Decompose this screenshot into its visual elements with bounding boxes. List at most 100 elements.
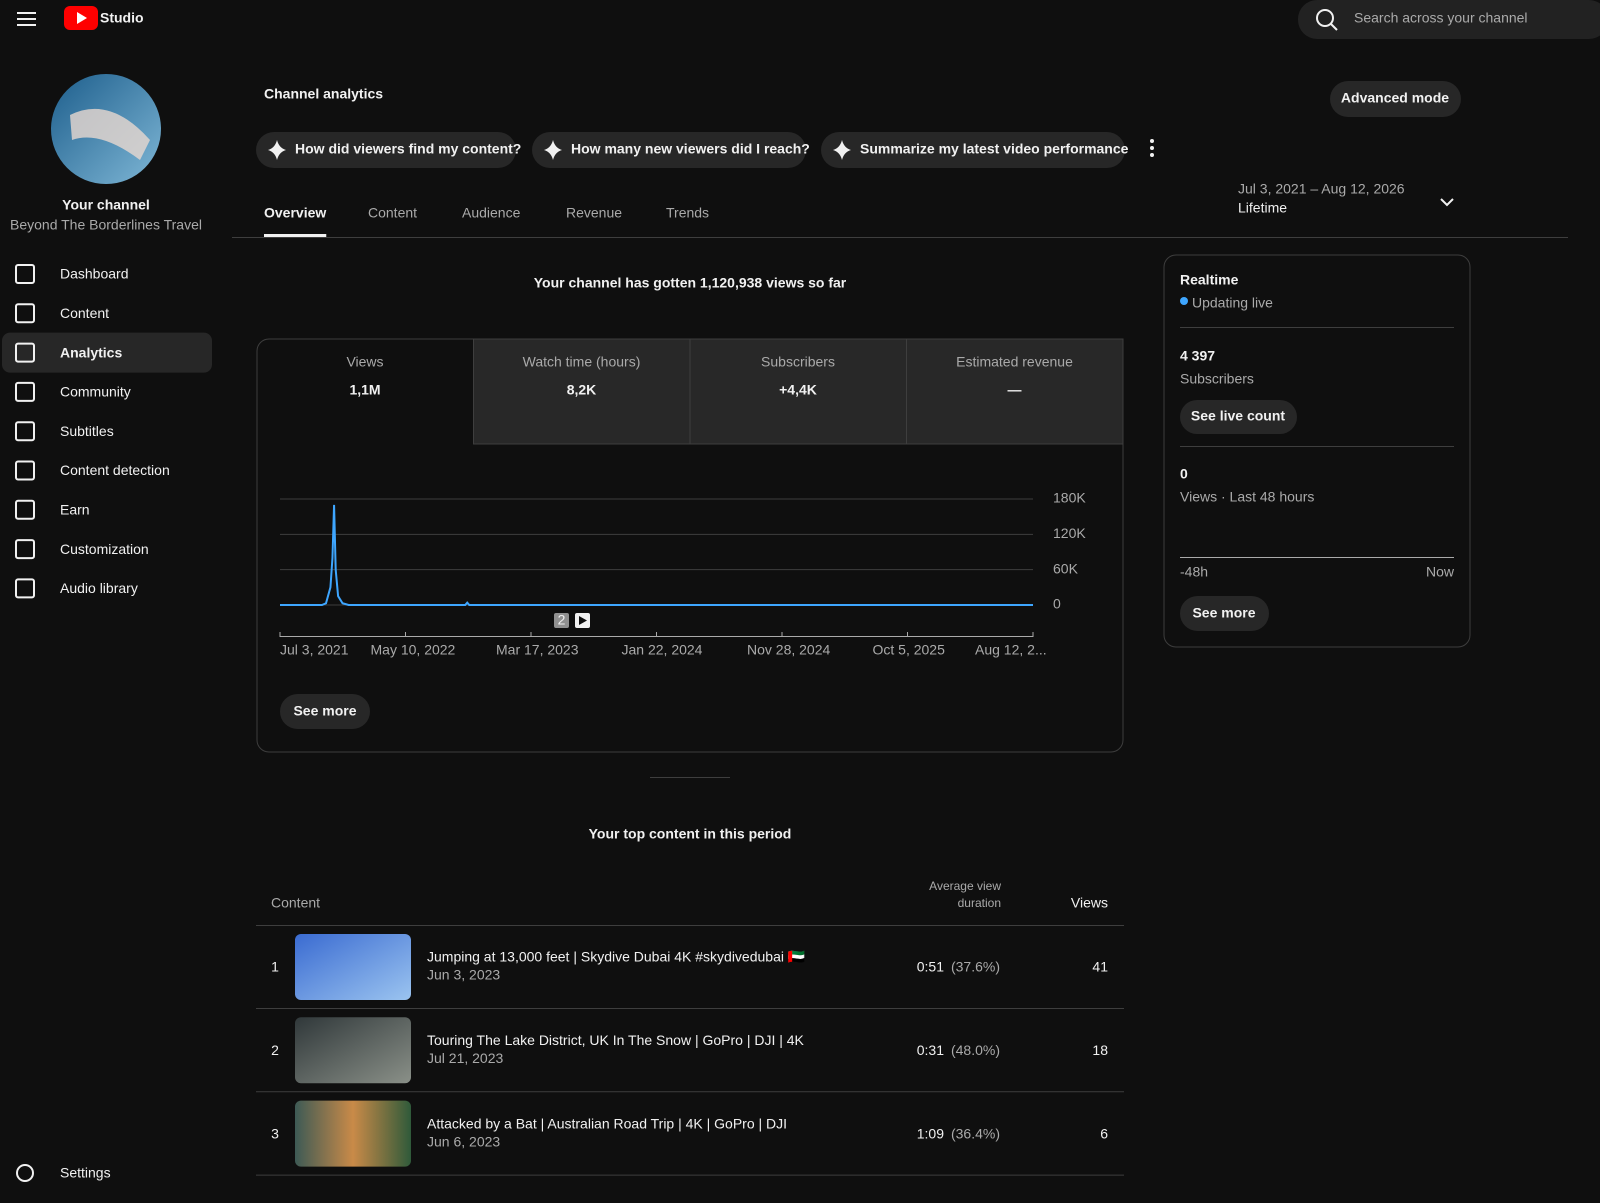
realtime-see-more-button[interactable]: See more [1180,596,1269,631]
more-button[interactable] [1150,139,1154,157]
video-date: Jul 21, 2023 [427,1050,503,1066]
x-tick-label: Aug 12, 2... [975,642,1047,658]
date-range: Jul 3, 2021 – Aug 12, 2026 [1238,181,1405,197]
realtime-axis-label: Now [1426,564,1455,580]
metric-label: Views [346,354,383,370]
realtime-subscribers: 4 397 [1180,348,1215,364]
y-tick-label: 0 [1053,596,1061,612]
channel-name: Beyond The Borderlines Travel [10,217,202,233]
content-row[interactable]: 1 Jumping at 13,000 feet | Skydive Dubai … [256,934,1124,1009]
video-date: Jun 3, 2023 [427,967,500,983]
channel-avatar[interactable] [51,74,161,184]
tab-label: Content [368,205,417,221]
menu-button[interactable] [17,12,36,26]
logo-play [77,12,87,24]
marker-bg [554,613,569,628]
tab[interactable]: Content [368,205,417,221]
see-more-button[interactable]: See more [280,694,370,729]
nav-icon [15,264,35,284]
nav-icon [15,499,35,520]
search-box[interactable]: Search across your channel [1298,0,1600,39]
chip-bg [821,132,1125,168]
prompt-chip[interactable]: How did viewers find my content? [256,132,521,168]
views: 41 [1092,959,1108,975]
tabs: Overview Content Audience Revenue Trends [264,205,709,237]
metric-label: Watch time (hours) [523,354,641,370]
chip-label: Summarize my latest video performance [860,141,1129,157]
date-range-picker[interactable]: Jul 3, 2021 – Aug 12, 2026 Lifetime [1238,181,1454,216]
video-title: Attacked by a Bat | Australian Road Trip… [427,1115,787,1131]
nav-label: Content [60,305,109,321]
avg-duration: 0:51 [917,959,944,975]
metric-tab[interactable]: Watch time (hours) 8,2K [473,338,691,445]
x-tick-label: Mar 17, 2023 [496,642,579,658]
x-tick-label: Jul 3, 2021 [280,642,349,658]
nav-icon [15,421,35,442]
sparkle-icon [833,140,851,160]
chip-label: How did viewers find my content? [295,141,521,157]
sparkle-icon [268,140,286,160]
button-label: See more [1192,605,1255,621]
y-tick-label: 60K [1053,560,1079,576]
nav-item[interactable]: Audio library [15,578,138,599]
content-row[interactable]: 3 Attacked by a Bat | Australian Road Tri… [256,1100,1124,1176]
tab-label: Audience [462,205,521,221]
nav-item[interactable]: Content detection [15,460,170,481]
chart-marker[interactable]: 2 [554,612,590,628]
nav-icon [15,381,35,402]
content-row[interactable]: 2 Touring The Lake District, UK In The Sn… [256,1017,1124,1093]
nav-item[interactable]: Community [15,381,131,402]
realtime-title: Realtime [1180,272,1239,288]
see-live-count-button[interactable]: See live count [1180,400,1297,434]
date-period: Lifetime [1238,200,1287,216]
nav-label: Subtitles [60,423,114,439]
nav: Dashboard Content Analytics Community Subtit… [2,264,212,599]
prompt-chip[interactable]: Summarize my latest video performance [821,132,1129,168]
button-label: See live count [1191,408,1285,424]
nav-item[interactable]: Analytics [2,332,212,373]
nav-label: Audio library [60,580,138,596]
nav-label: Analytics [60,344,122,360]
nav-icon [15,342,35,363]
metric-tab[interactable]: Views 1,1M [346,354,383,398]
metric-tab[interactable]: Estimated revenue — [906,338,1124,445]
channel-label: Your channel [62,197,150,213]
thumbnail [295,934,411,1000]
nav-icon [15,539,35,560]
video-title: Jumping at 13,000 feet | Skydive Dubai 4… [427,949,806,965]
sparkle-icon [544,140,562,160]
nav-item[interactable]: Earn [15,499,90,520]
rank: 1 [271,959,279,975]
column-header-wrap: Average view duration [929,879,1001,910]
nav-active-bg [2,332,212,373]
realtime-axis-label: -48h [1180,564,1208,580]
metric-tabs: Views 1,1M Watch time (hours) 8,2K Subscribe… [346,338,1124,445]
chip-bg [256,132,516,168]
chip-bg [532,132,806,168]
tab[interactable]: Revenue [566,205,622,221]
nav-label: Dashboard [60,266,129,282]
prompt-chips: How did viewers find my content? How many… [256,132,1129,168]
tab[interactable]: Trends [666,205,709,221]
metric-bg [906,338,1124,445]
nav-item[interactable]: Subtitles [15,421,114,442]
avg-duration: 0:31 [917,1042,944,1058]
logo[interactable]: Studio [64,6,144,30]
prompt-chip[interactable]: How many new viewers did I reach? [532,132,810,168]
nav-item[interactable]: Dashboard [15,264,129,284]
logo-text: Studio [100,10,144,26]
nav-icon [15,303,35,324]
nav-item[interactable]: Customization [15,539,149,560]
nav-item[interactable]: Content [15,303,109,324]
tab[interactable]: Audience [462,205,521,221]
realtime-subscribers-label: Subscribers [1180,371,1254,387]
metric-label: Estimated revenue [956,354,1073,370]
settings-item[interactable]: Settings [16,1164,111,1182]
advanced-mode-button[interactable]: Advanced mode [1330,81,1461,117]
nav-icon [15,578,35,599]
realtime-views-label: Views · Last 48 hours [1180,489,1314,505]
tab[interactable]: Overview [264,205,326,237]
marker-play [579,616,587,625]
metric-tab[interactable]: Subscribers +4,4K [689,338,907,445]
